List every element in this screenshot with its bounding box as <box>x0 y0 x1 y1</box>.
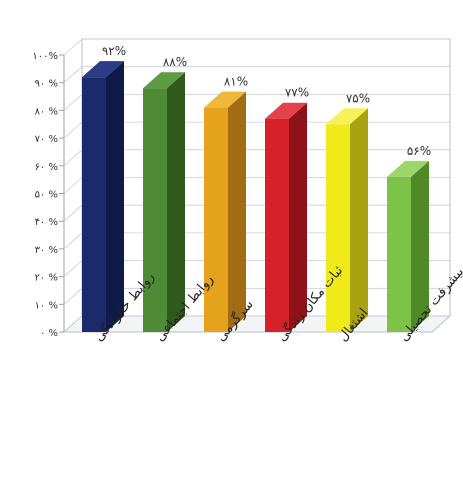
y-tick-label: ۶۰ % <box>35 162 58 173</box>
data-label: ۹۲% <box>102 44 126 58</box>
bar-side <box>106 61 124 332</box>
bar-side <box>167 72 185 333</box>
gridline <box>63 38 450 56</box>
bar-top <box>204 91 246 108</box>
y-tick-label: ۵۰ % <box>35 190 58 201</box>
bar-side <box>289 102 307 333</box>
bar-side <box>411 160 429 332</box>
y-tick-label: ۲۰ % <box>35 273 58 284</box>
bar-side <box>228 91 246 332</box>
bar-top <box>143 72 185 89</box>
y-tick-label: ۹۰ % <box>35 79 58 90</box>
bar-top <box>387 160 429 177</box>
bar-top <box>82 61 124 78</box>
data-label: ۵۶% <box>407 144 431 158</box>
y-tick-label: ۰ % <box>40 328 58 339</box>
bar <box>143 88 167 333</box>
bar <box>387 176 411 332</box>
bar <box>204 107 228 332</box>
data-label: ۸۸% <box>163 55 187 69</box>
data-label: ۷۵% <box>346 91 370 105</box>
bar-top <box>326 108 368 125</box>
y-tick-label: ۴۰ % <box>35 217 58 228</box>
y-tick-label: ۱۰۰% <box>32 51 58 62</box>
y-tick-label: ۷۰ % <box>35 134 58 145</box>
bar-side <box>350 108 368 332</box>
data-label: ۸۱% <box>224 75 248 89</box>
bar <box>82 77 106 332</box>
bar-top <box>265 102 307 119</box>
y-tick-label: ۱۰ % <box>35 300 58 311</box>
bar <box>326 124 350 332</box>
gridline <box>63 66 450 83</box>
data-label: ۷۷% <box>285 86 309 100</box>
bar <box>265 118 289 333</box>
y-tick-label: ۸۰ % <box>35 106 58 117</box>
y-tick-label: ۳۰ % <box>35 245 58 256</box>
